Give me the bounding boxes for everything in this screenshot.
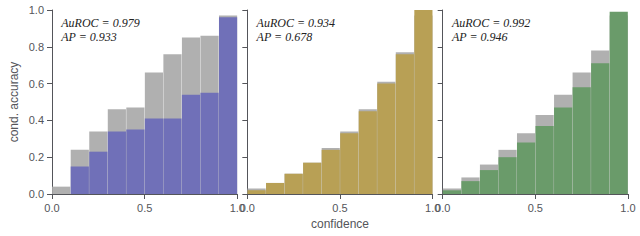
svg-text:AP = 0.678: AP = 0.678 bbox=[256, 30, 313, 44]
svg-text:cond. accuracy: cond. accuracy bbox=[7, 62, 21, 143]
svg-text:0.0: 0.0 bbox=[44, 202, 59, 214]
svg-text:0.8: 0.8 bbox=[29, 41, 44, 53]
svg-text:0.0: 0.0 bbox=[29, 188, 44, 200]
svg-text:AP = 0.946: AP = 0.946 bbox=[451, 30, 508, 44]
svg-text:1.0: 1.0 bbox=[29, 4, 44, 16]
svg-text:AP = 0.933: AP = 0.933 bbox=[60, 30, 117, 44]
svg-text:AuROC = 0.992: AuROC = 0.992 bbox=[451, 16, 530, 30]
svg-text:0.5: 0.5 bbox=[137, 202, 152, 214]
svg-text:0.6: 0.6 bbox=[29, 78, 44, 90]
svg-text:0.0: 0.0 bbox=[240, 202, 255, 214]
svg-text:0.5: 0.5 bbox=[332, 202, 347, 214]
svg-text:1.0: 1.0 bbox=[620, 202, 635, 214]
svg-text:1.0: 1.0 bbox=[425, 201, 441, 214]
svg-text:0.0: 0.0 bbox=[435, 202, 450, 214]
svg-text:AuROC = 0.934: AuROC = 0.934 bbox=[256, 16, 335, 30]
svg-text:1.0: 1.0 bbox=[229, 201, 245, 214]
svg-text:0.4: 0.4 bbox=[29, 114, 44, 126]
svg-text:0.2: 0.2 bbox=[29, 151, 44, 163]
svg-text:confidence: confidence bbox=[311, 217, 369, 231]
svg-text:AuROC = 0.979: AuROC = 0.979 bbox=[60, 16, 139, 30]
svg-text:0.5: 0.5 bbox=[528, 202, 543, 214]
